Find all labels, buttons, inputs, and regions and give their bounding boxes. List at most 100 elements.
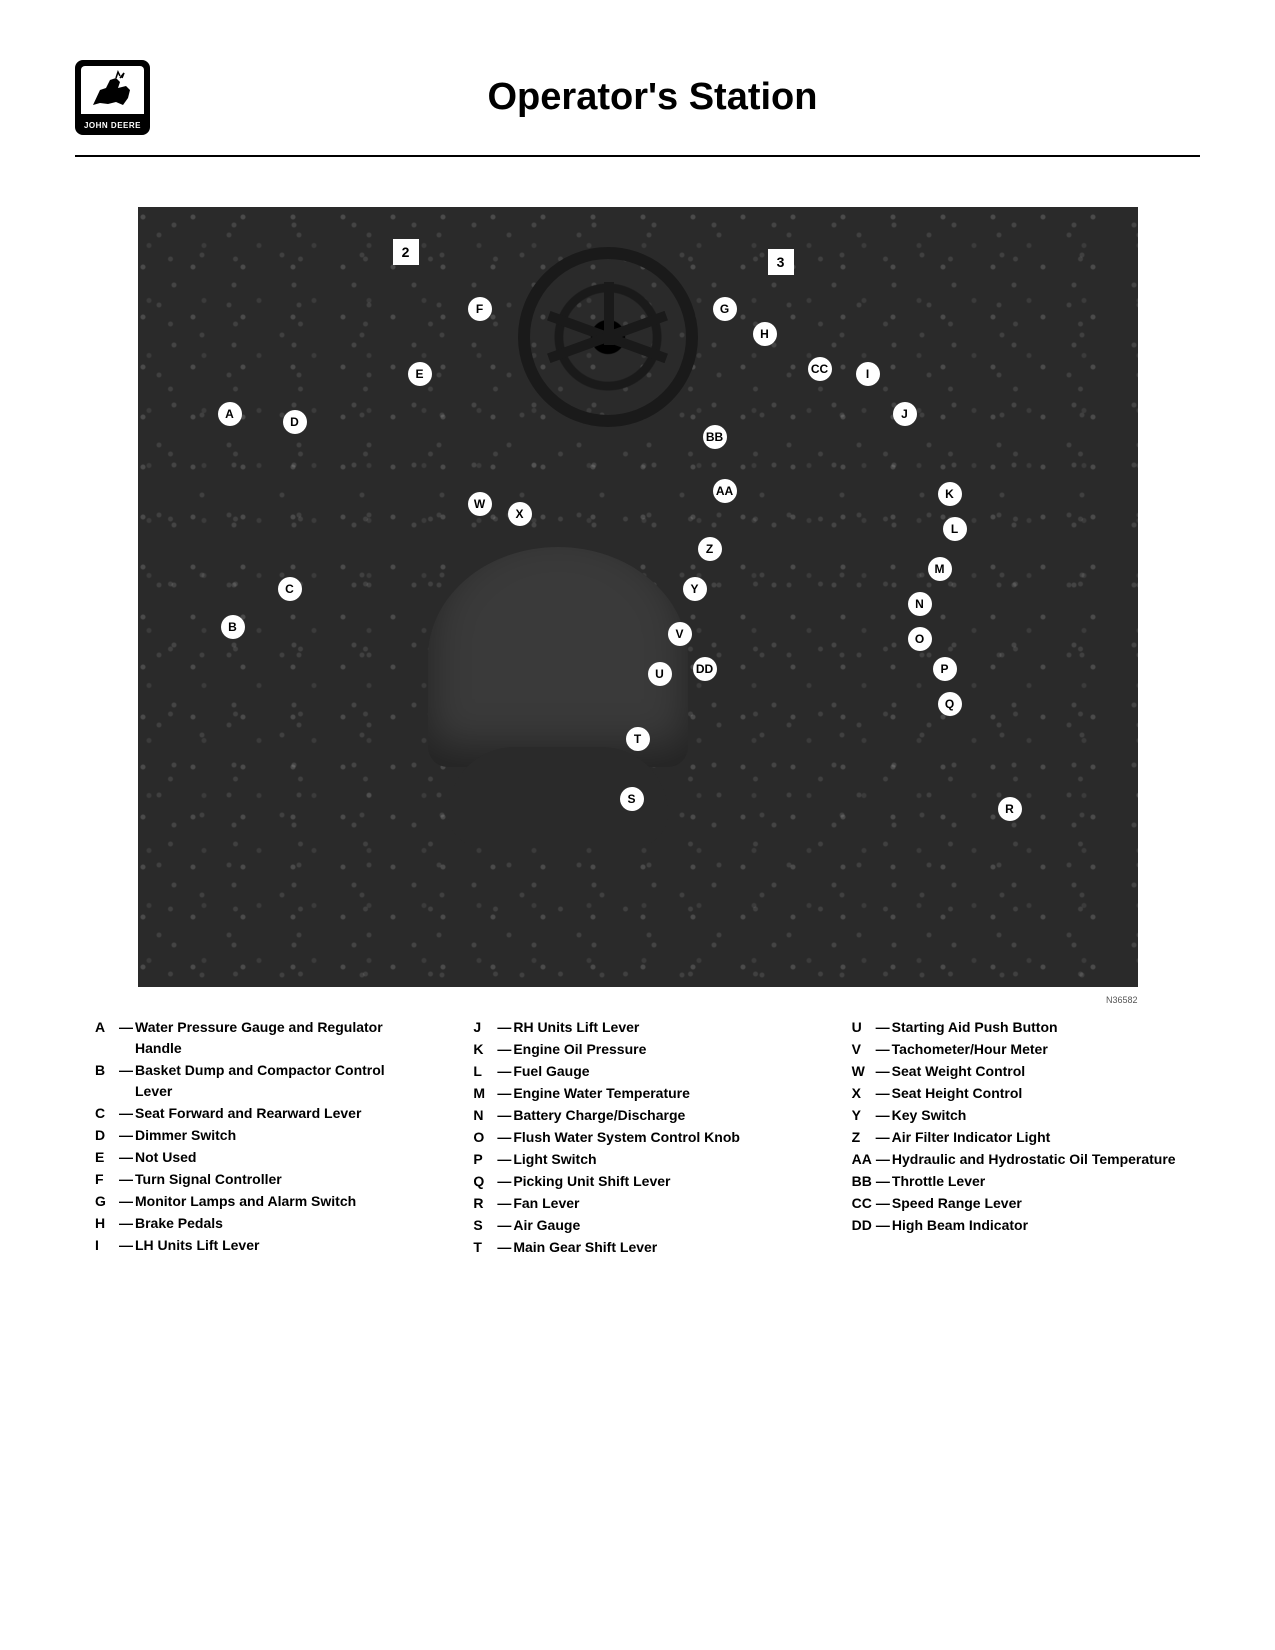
john-deere-logo: JOHN DEERE bbox=[75, 60, 150, 135]
legend-text: Seat Height Control bbox=[892, 1083, 1180, 1104]
legend-dash: — bbox=[876, 1017, 892, 1038]
legend-text: LH Units Lift Lever bbox=[135, 1235, 423, 1256]
callout-M: M bbox=[928, 557, 952, 581]
callout-CC: CC bbox=[808, 357, 832, 381]
legend-dash: — bbox=[876, 1039, 892, 1060]
callout-N: N bbox=[908, 592, 932, 616]
legend-key: CC bbox=[852, 1193, 876, 1214]
legend-key: K bbox=[473, 1039, 497, 1060]
legend-text: RH Units Lift Lever bbox=[513, 1017, 801, 1038]
callout-Y: Y bbox=[683, 577, 707, 601]
legend-dash: — bbox=[119, 1191, 135, 1212]
header-divider bbox=[75, 155, 1200, 157]
legend-dash: — bbox=[119, 1213, 135, 1234]
legend-item-BB: BB—Throttle Lever bbox=[852, 1171, 1180, 1192]
callout-L: L bbox=[943, 517, 967, 541]
legend-item-S: S—Air Gauge bbox=[473, 1215, 801, 1236]
legend-dash: — bbox=[497, 1237, 513, 1258]
legend-text: Flush Water System Control Knob bbox=[513, 1127, 801, 1148]
legend-key: E bbox=[95, 1147, 119, 1168]
legend-text: Basket Dump and Compactor Control Lever bbox=[135, 1060, 423, 1102]
legend-item-F: F—Turn Signal Controller bbox=[95, 1169, 423, 1190]
legend-dash: — bbox=[876, 1149, 892, 1170]
legend-item-O: O—Flush Water System Control Knob bbox=[473, 1127, 801, 1148]
legend-dash: — bbox=[119, 1017, 135, 1059]
legend-text: Engine Water Temperature bbox=[513, 1083, 801, 1104]
legend-text: High Beam Indicator bbox=[892, 1215, 1180, 1236]
page-header: JOHN DEERE Operator's Station bbox=[75, 60, 1200, 135]
legend-key: BB bbox=[852, 1171, 876, 1192]
legend-text: Engine Oil Pressure bbox=[513, 1039, 801, 1060]
legend-dash: — bbox=[876, 1215, 892, 1236]
legend-dash: — bbox=[119, 1169, 135, 1190]
photo-container: 23ABCDEFGHIJKLMNOPQRSTUVWXYZAABBCCDD N36… bbox=[138, 207, 1138, 987]
legend-text: Starting Aid Push Button bbox=[892, 1017, 1180, 1038]
legend-item-C: C—Seat Forward and Rearward Lever bbox=[95, 1103, 423, 1124]
legend-key: D bbox=[95, 1125, 119, 1146]
legend-item-Q: Q—Picking Unit Shift Lever bbox=[473, 1171, 801, 1192]
legend-dash: — bbox=[497, 1149, 513, 1170]
callout-B: B bbox=[221, 615, 245, 639]
legend-item-W: W—Seat Weight Control bbox=[852, 1061, 1180, 1082]
callout-K: K bbox=[938, 482, 962, 506]
legend-dash: — bbox=[497, 1171, 513, 1192]
legend-dash: — bbox=[497, 1105, 513, 1126]
legend-item-D: D—Dimmer Switch bbox=[95, 1125, 423, 1146]
seat-graphic bbox=[418, 547, 698, 927]
legend-item-AA: AA—Hydraulic and Hydrostatic Oil Tempera… bbox=[852, 1149, 1180, 1170]
legend-text: Brake Pedals bbox=[135, 1213, 423, 1234]
legend-dash: — bbox=[876, 1105, 892, 1126]
legend-dash: — bbox=[497, 1083, 513, 1104]
legend-item-A: A—Water Pressure Gauge and Regulator Han… bbox=[95, 1017, 423, 1059]
legend-text: Throttle Lever bbox=[892, 1171, 1180, 1192]
legend-dash: — bbox=[497, 1215, 513, 1236]
legend: A—Water Pressure Gauge and Regulator Han… bbox=[75, 1017, 1200, 1259]
legend-dash: — bbox=[497, 1193, 513, 1214]
callout-AA: AA bbox=[713, 479, 737, 503]
deer-icon bbox=[88, 70, 138, 110]
legend-column-1: A—Water Pressure Gauge and Regulator Han… bbox=[95, 1017, 423, 1259]
steering-wheel-graphic bbox=[518, 247, 698, 427]
legend-text: Picking Unit Shift Lever bbox=[513, 1171, 801, 1192]
callout-J: J bbox=[893, 402, 917, 426]
callout-F: F bbox=[468, 297, 492, 321]
legend-key: B bbox=[95, 1060, 119, 1102]
legend-item-J: J—RH Units Lift Lever bbox=[473, 1017, 801, 1038]
legend-text: Turn Signal Controller bbox=[135, 1169, 423, 1190]
legend-item-E: E—Not Used bbox=[95, 1147, 423, 1168]
legend-key: U bbox=[852, 1017, 876, 1038]
legend-key: V bbox=[852, 1039, 876, 1060]
legend-dash: — bbox=[497, 1061, 513, 1082]
callout-A: A bbox=[218, 402, 242, 426]
legend-text: Hydraulic and Hydrostatic Oil Temperatur… bbox=[892, 1149, 1180, 1170]
legend-dash: — bbox=[876, 1061, 892, 1082]
legend-text: Key Switch bbox=[892, 1105, 1180, 1126]
callout-S: S bbox=[620, 787, 644, 811]
callout-W: W bbox=[468, 492, 492, 516]
callout-I: I bbox=[856, 362, 880, 386]
legend-key: C bbox=[95, 1103, 119, 1124]
legend-text: Main Gear Shift Lever bbox=[513, 1237, 801, 1258]
legend-dash: — bbox=[119, 1147, 135, 1168]
legend-key: A bbox=[95, 1017, 119, 1059]
legend-key: P bbox=[473, 1149, 497, 1170]
legend-text: Air Filter Indicator Light bbox=[892, 1127, 1180, 1148]
legend-dash: — bbox=[497, 1127, 513, 1148]
legend-key: F bbox=[95, 1169, 119, 1190]
legend-item-G: G—Monitor Lamps and Alarm Switch bbox=[95, 1191, 423, 1212]
legend-item-U: U—Starting Aid Push Button bbox=[852, 1017, 1180, 1038]
legend-dash: — bbox=[119, 1235, 135, 1256]
legend-text: Light Switch bbox=[513, 1149, 801, 1170]
callout-G: G bbox=[713, 297, 737, 321]
legend-item-Z: Z—Air Filter Indicator Light bbox=[852, 1127, 1180, 1148]
legend-text: Speed Range Lever bbox=[892, 1193, 1180, 1214]
legend-text: Not Used bbox=[135, 1147, 423, 1168]
callout-R: R bbox=[998, 797, 1022, 821]
legend-key: W bbox=[852, 1061, 876, 1082]
legend-key: S bbox=[473, 1215, 497, 1236]
callout-Z: Z bbox=[698, 537, 722, 561]
callout-DD: DD bbox=[693, 657, 717, 681]
legend-dash: — bbox=[119, 1060, 135, 1102]
legend-dash: — bbox=[876, 1127, 892, 1148]
legend-key: M bbox=[473, 1083, 497, 1104]
